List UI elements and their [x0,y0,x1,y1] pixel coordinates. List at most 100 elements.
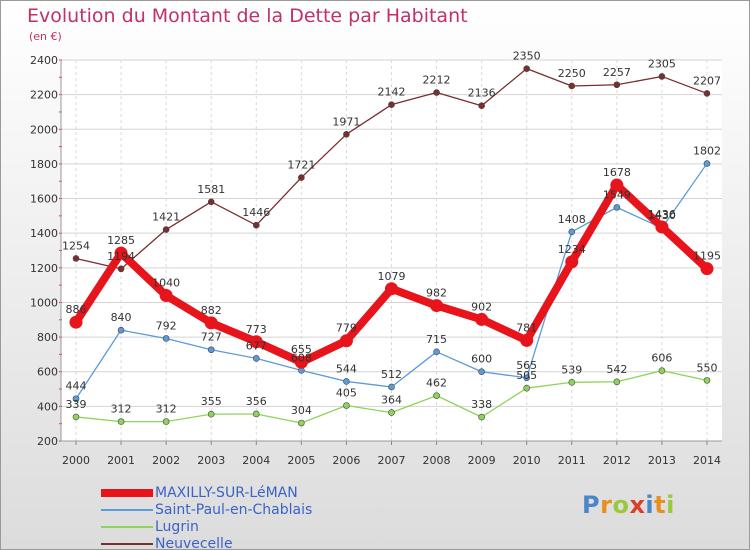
x-tick-label: 2003 [197,454,225,467]
data-label-saint-paul: 1802 [693,145,721,158]
x-tick-label: 2009 [468,454,496,467]
data-label-neuvecelle: 2136 [468,87,496,100]
data-point-lugrin [388,409,395,416]
data-label-lugrin: 312 [111,403,132,416]
data-point-neuvecelle [613,81,621,89]
data-label-neuvecelle: 1421 [152,211,180,224]
data-label-neuvecelle: 2350 [513,50,541,63]
data-point-neuvecelle [343,130,350,138]
data-label-maxilly: 773 [246,323,267,336]
data-label-maxilly: 779 [336,322,357,335]
data-label-neuvecelle: 1581 [197,183,225,196]
data-label-saint-paul: 1549 [603,188,631,201]
y-tick-label: 600 [37,366,58,379]
data-label-lugrin: 339 [66,398,87,411]
data-point-maxilly [430,299,444,313]
data-point-saint-paul [72,395,80,403]
data-label-neuvecelle: 2142 [377,86,405,99]
data-label-lugrin: 505 [516,369,537,382]
legend-label: Neuvecelle [155,536,233,550]
y-tick-label: 2400 [30,54,58,67]
data-label-maxilly: 1195 [693,250,721,263]
data-label-neuvecelle: 1446 [242,206,270,219]
legend-swatch [101,543,153,545]
data-label-neuvecelle: 2212 [423,74,451,87]
data-label-saint-paul: 677 [246,339,267,352]
data-point-saint-paul [478,368,485,376]
legend-swatch [101,509,153,511]
data-point-maxilly [610,178,624,192]
data-label-saint-paul: 444 [66,380,87,393]
data-label-saint-paul: 792 [156,319,177,332]
data-point-saint-paul [252,355,260,362]
data-label-maxilly: 1234 [558,243,586,256]
data-point-lugrin [72,413,80,421]
data-point-maxilly [475,312,489,326]
data-point-lugrin [703,377,711,384]
data-point-maxilly [114,246,128,260]
x-tick-label: 2002 [152,454,180,467]
legend-label: Saint-Paul-en-Chablais [155,502,313,518]
data-label-neuvecelle: 2305 [648,57,676,70]
data-label-saint-paul: 544 [336,362,357,375]
data-label-lugrin: 312 [156,403,177,416]
data-point-saint-paul [613,204,621,211]
data-point-saint-paul [568,228,576,236]
data-point-neuvecelle [523,65,531,72]
data-point-maxilly [655,220,669,234]
data-point-saint-paul [433,348,440,356]
data-point-saint-paul [703,160,711,167]
data-point-maxilly [294,355,308,369]
data-label-neuvecelle: 2257 [603,66,631,79]
data-point-maxilly [520,333,534,347]
data-point-lugrin [252,410,260,418]
data-label-maxilly: 886 [66,303,87,316]
data-point-lugrin [343,402,350,409]
data-point-neuvecelle [72,255,80,262]
data-label-neuvecelle: 2250 [558,67,586,80]
y-tick-label: 1600 [30,193,58,206]
data-label-lugrin: 462 [426,377,447,390]
y-tick-label: 2000 [30,123,58,136]
y-tick-label: 2200 [30,89,58,102]
data-point-neuvecelle [703,90,711,97]
data-point-saint-paul [343,378,350,385]
data-label-lugrin: 405 [336,386,357,399]
data-point-lugrin [478,413,485,421]
x-tick-label: 2000 [62,454,90,467]
data-label-lugrin: 356 [246,395,267,408]
data-point-saint-paul [162,335,170,342]
x-tick-label: 2011 [558,454,586,467]
y-tick-label: 1000 [30,296,58,309]
plot-area [61,60,722,441]
legend-swatch [101,489,153,497]
data-point-neuvecelle [388,101,395,108]
data-point-neuvecelle [298,174,305,181]
data-point-maxilly [565,255,579,269]
data-point-lugrin [433,392,440,399]
data-point-neuvecelle [162,226,170,233]
data-label-lugrin: 355 [201,395,222,408]
data-point-lugrin [613,378,621,386]
x-tick-label: 2005 [287,454,315,467]
data-label-saint-paul: 565 [516,359,537,372]
y-tick-label: 400 [37,400,58,413]
data-point-lugrin [658,367,666,374]
y-tick-label: 800 [37,331,58,344]
data-label-saint-paul: 512 [381,368,402,381]
data-label-neuvecelle: 1721 [287,159,315,172]
data-point-neuvecelle [252,221,260,229]
data-point-neuvecelle [207,198,215,206]
y-tick-label: 1400 [30,227,58,240]
y-tick-label: 200 [37,435,58,448]
data-label-lugrin: 606 [651,352,672,365]
data-label-saint-paul: 1408 [558,213,586,226]
x-tick-label: 2006 [332,454,360,467]
data-label-saint-paul: 608 [291,351,312,364]
data-point-lugrin [523,384,531,392]
data-label-maxilly: 1040 [152,277,180,290]
x-tick-label: 2010 [513,454,541,467]
data-point-saint-paul [388,383,395,391]
